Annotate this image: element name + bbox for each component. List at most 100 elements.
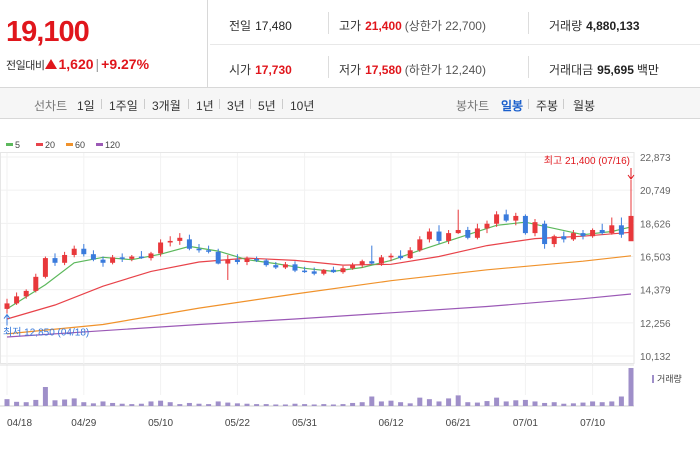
volume-bar bbox=[311, 404, 317, 406]
candle-body bbox=[81, 248, 87, 255]
volume-bar bbox=[321, 404, 327, 406]
volume-bar bbox=[580, 402, 586, 406]
chart-annotations: 최고 21,400 (07/16) 최저 12,850 (04/18) bbox=[3, 155, 635, 339]
volume-bar bbox=[570, 403, 576, 406]
candle-weekly-button[interactable]: 주봉 bbox=[536, 99, 559, 113]
volume-bar bbox=[215, 401, 221, 406]
candle-body bbox=[215, 251, 221, 264]
volume-bar bbox=[4, 399, 10, 406]
volume-bar bbox=[465, 402, 471, 406]
volume-bar bbox=[532, 401, 538, 406]
legend-swatch-60 bbox=[66, 143, 73, 146]
volume-legend-swatch bbox=[652, 375, 654, 383]
candle-body bbox=[62, 254, 68, 263]
period-3m-button[interactable]: 3개월 bbox=[152, 99, 181, 113]
divider bbox=[328, 12, 329, 34]
candle-body bbox=[90, 254, 96, 260]
candle-body bbox=[474, 228, 480, 238]
y-tick-label: 22,873 bbox=[640, 153, 671, 164]
candle-body bbox=[618, 225, 624, 235]
min-price-annotation: 최저 12,850 (04/18) bbox=[3, 327, 89, 339]
divider bbox=[528, 56, 529, 78]
candle-body bbox=[196, 248, 202, 251]
candle-body bbox=[426, 231, 432, 240]
candle-body bbox=[206, 250, 212, 252]
change-percent: +9.27% bbox=[101, 56, 150, 72]
period-3y-button[interactable]: 3년 bbox=[227, 99, 245, 113]
candle-body bbox=[561, 236, 567, 240]
y-tick-label: 20,749 bbox=[640, 186, 671, 197]
volume-bar bbox=[484, 401, 490, 406]
period-1y-button[interactable]: 1년 bbox=[196, 99, 214, 113]
volume-label: 거래량 bbox=[549, 19, 583, 33]
volume-bar bbox=[292, 403, 298, 406]
volume-bar bbox=[186, 402, 192, 406]
volume-bar bbox=[90, 403, 96, 406]
ma120-line bbox=[6, 293, 632, 338]
change-value: 1,620 bbox=[58, 56, 94, 72]
candle-body bbox=[244, 258, 250, 263]
volume-bar bbox=[503, 401, 509, 406]
period-1w-button[interactable]: 1주일 bbox=[109, 99, 138, 113]
divider bbox=[528, 99, 529, 109]
candle-body bbox=[23, 290, 29, 297]
candle-body bbox=[369, 261, 375, 264]
period-1d-button[interactable]: 1일 bbox=[77, 99, 95, 113]
change-row: 전일대비 1,620 | +9.27% bbox=[6, 56, 149, 73]
high-cell: 고가 21,400 (상한가 22,700) bbox=[339, 17, 486, 34]
volume-bar bbox=[244, 403, 250, 406]
legend-swatch-120 bbox=[96, 143, 103, 146]
candle-body bbox=[513, 215, 519, 221]
volume-bar bbox=[263, 404, 269, 406]
x-tick-label: 06/12 bbox=[378, 418, 403, 429]
volume-cell: 거래량 4,880,133 bbox=[549, 17, 640, 34]
divider bbox=[282, 99, 283, 109]
volume-bar bbox=[417, 397, 423, 406]
volume-bar bbox=[618, 396, 624, 406]
candle-body bbox=[628, 215, 634, 242]
legend-label-20: 20 bbox=[45, 140, 55, 150]
ma20-line bbox=[6, 231, 632, 320]
divider bbox=[250, 99, 251, 109]
volume-bar bbox=[148, 401, 154, 406]
candle-body bbox=[455, 229, 461, 234]
candle-body bbox=[388, 255, 394, 258]
volume-panel: 거래량 bbox=[0, 364, 682, 407]
price-summary: 19,100 전일대비 1,620 | +9.27% bbox=[0, 0, 208, 88]
candle-daily-button[interactable]: 일봉 bbox=[501, 99, 524, 113]
volume-bar bbox=[206, 404, 212, 406]
volume-bar bbox=[542, 402, 548, 406]
volume-bar bbox=[436, 401, 442, 406]
period-5y-button[interactable]: 5년 bbox=[258, 99, 276, 113]
high-label: 고가 bbox=[339, 19, 362, 33]
legend-swatch-5 bbox=[6, 143, 13, 146]
volume-bar bbox=[398, 402, 404, 406]
moving-average-lines bbox=[6, 221, 632, 338]
candle-body bbox=[129, 256, 135, 259]
y-tick-label: 12,256 bbox=[640, 319, 671, 330]
min-arrow-icon bbox=[3, 313, 11, 319]
candle-body bbox=[42, 258, 48, 277]
x-tick-label: 05/22 bbox=[225, 418, 250, 429]
amount-cell: 거래대금 95,695 백만 bbox=[549, 61, 659, 78]
volume-bar bbox=[494, 397, 500, 406]
volume-bar bbox=[119, 403, 125, 406]
date-axis: 04/18 04/29 05/10 05/22 05/31 06/12 06/21 07/01… bbox=[7, 418, 606, 429]
volume-bar bbox=[110, 402, 116, 406]
volume-bar bbox=[378, 401, 384, 406]
candles bbox=[4, 180, 634, 314]
candle-body bbox=[254, 258, 260, 261]
period-10y-button[interactable]: 10년 bbox=[290, 99, 315, 113]
ma60-line bbox=[6, 255, 632, 335]
x-tick-label: 04/29 bbox=[71, 418, 96, 429]
prev-close-label: 전일 bbox=[229, 19, 252, 33]
candle-body bbox=[119, 257, 125, 259]
volume-bar bbox=[129, 404, 135, 406]
volume-bar bbox=[302, 404, 308, 406]
volume-bar bbox=[52, 400, 58, 406]
ma-legend: 5 20 60 120 bbox=[6, 140, 120, 150]
amount-unit: 백만 bbox=[636, 63, 659, 77]
candle-monthly-button[interactable]: 월봉 bbox=[573, 99, 596, 113]
volume-bar bbox=[350, 402, 356, 406]
volume-bar bbox=[62, 399, 68, 406]
